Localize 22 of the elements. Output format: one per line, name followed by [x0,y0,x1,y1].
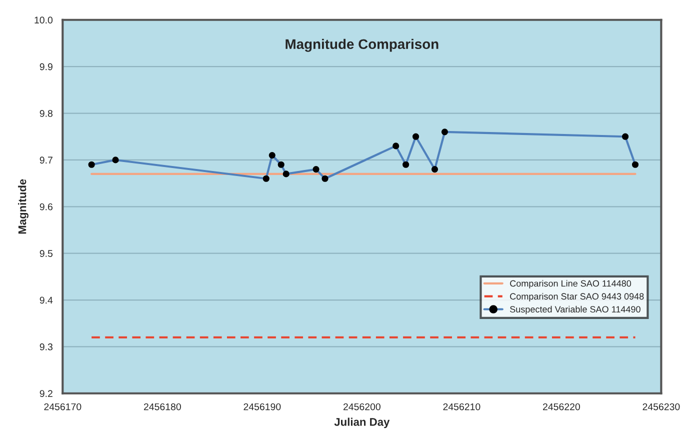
legend-label: Comparison Star SAO 9443 0948 [510,292,644,302]
x-tick-label: 2456230 [642,403,680,410]
y-tick-label: 9.7 [40,156,52,164]
y-axis-title: Magnitude [18,179,28,234]
x-tick-label: 2456170 [44,403,82,410]
x-tick-label: 2456180 [144,403,181,410]
y-tick-label: 9.5 [40,250,53,257]
y-tick-label: 10.0 [34,16,53,24]
x-tick-label: 2456200 [343,403,380,410]
x-tick-label: 2456220 [543,403,580,410]
legend-label: Comparison Line SAO 114480 [510,280,632,288]
x-axis-title: Julian Day [334,418,390,428]
x-tick-label: 2456190 [244,403,281,410]
y-tick-label: 9.8 [40,110,52,117]
x-tick-label: 2456210 [443,403,480,410]
legend-label: Suspected Variable SAO 114490 [510,306,640,314]
y-tick-label: 9.4 [40,296,53,304]
y-tick-label: 9.2 [40,390,52,397]
y-tick-label: 9.9 [40,63,52,70]
text: Magnitude Comparison [286,38,438,52]
y-tick-label: 9.3 [40,343,52,350]
y-tick-label: 9.6 [40,203,52,210]
